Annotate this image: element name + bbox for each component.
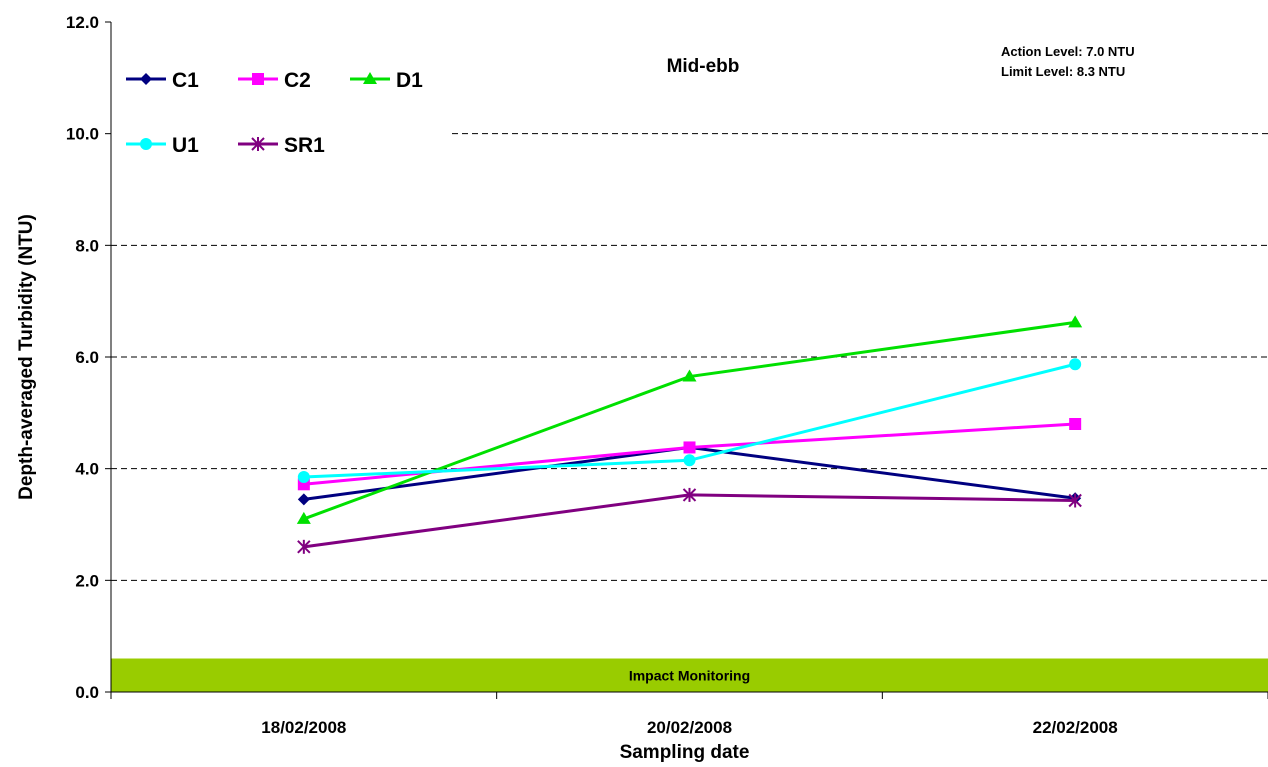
data-point: [1068, 315, 1083, 328]
y-axis-title: Depth-averaged Turbidity (NTU): [16, 214, 37, 500]
action-level-note: Action Level: 7.0 NTU: [1001, 44, 1135, 59]
impact-monitoring-band: [111, 658, 1268, 692]
y-tick-label: 10.0: [66, 125, 99, 144]
chart-title: Mid-ebb: [667, 56, 740, 77]
y-tick-label: 8.0: [75, 236, 99, 255]
x-axis-title: Sampling date: [620, 742, 750, 763]
x-tick-label: 18/02/2008: [261, 718, 346, 737]
series-sr1: [297, 487, 1082, 554]
series-layer: [296, 315, 1083, 554]
data-point: [296, 511, 311, 524]
legend-label: C1: [172, 69, 199, 92]
data-point: [683, 454, 696, 467]
y-ticks: 0.0 2.0 4.0 6.0 8.0 10.0 12.0: [66, 13, 111, 702]
legend-marker: [140, 73, 152, 85]
data-point: [297, 471, 310, 484]
x-tick-label: 20/02/2008: [647, 718, 732, 737]
gridlines: [111, 133, 1268, 581]
legend-label: U1: [172, 134, 199, 157]
x-tick-label: 22/02/2008: [1033, 718, 1118, 737]
legend: C1 C2 D1 U1 SR1: [126, 69, 423, 157]
data-point: [682, 487, 697, 502]
legend-item: U1: [126, 134, 199, 157]
series-line: [303, 493, 1076, 549]
legend-marker: [252, 73, 264, 85]
limit-level-note: Limit Level: 8.3 NTU: [1001, 64, 1125, 79]
data-point: [297, 539, 311, 554]
y-tick-label: 0.0: [75, 683, 99, 702]
series-u1: [297, 358, 1082, 484]
legend-label: SR1: [284, 134, 325, 157]
data-point: [682, 369, 697, 382]
legend-marker: [363, 72, 377, 84]
legend-marker: [251, 137, 265, 151]
series-c2: [297, 418, 1082, 491]
legend-marker: [140, 138, 152, 150]
y-tick-label: 4.0: [75, 460, 99, 479]
legend-item: C1: [126, 69, 199, 92]
legend-item: C2: [238, 69, 311, 92]
y-tick-label: 2.0: [75, 571, 99, 590]
data-point: [1068, 493, 1082, 508]
data-point: [1069, 358, 1082, 371]
y-tick-label: 6.0: [75, 348, 99, 367]
impact-monitoring-label: Impact Monitoring: [629, 667, 750, 683]
legend-label: C2: [284, 69, 311, 92]
legend-item: D1: [350, 69, 423, 92]
y-tick-label: 12.0: [66, 13, 99, 32]
legend-label: D1: [396, 69, 423, 92]
data-point: [297, 493, 310, 506]
x-ticks: 18/02/2008 20/02/2008 22/02/2008: [110, 692, 1268, 737]
data-point: [1069, 418, 1082, 430]
data-point: [683, 441, 696, 454]
legend-item: SR1: [238, 134, 325, 157]
